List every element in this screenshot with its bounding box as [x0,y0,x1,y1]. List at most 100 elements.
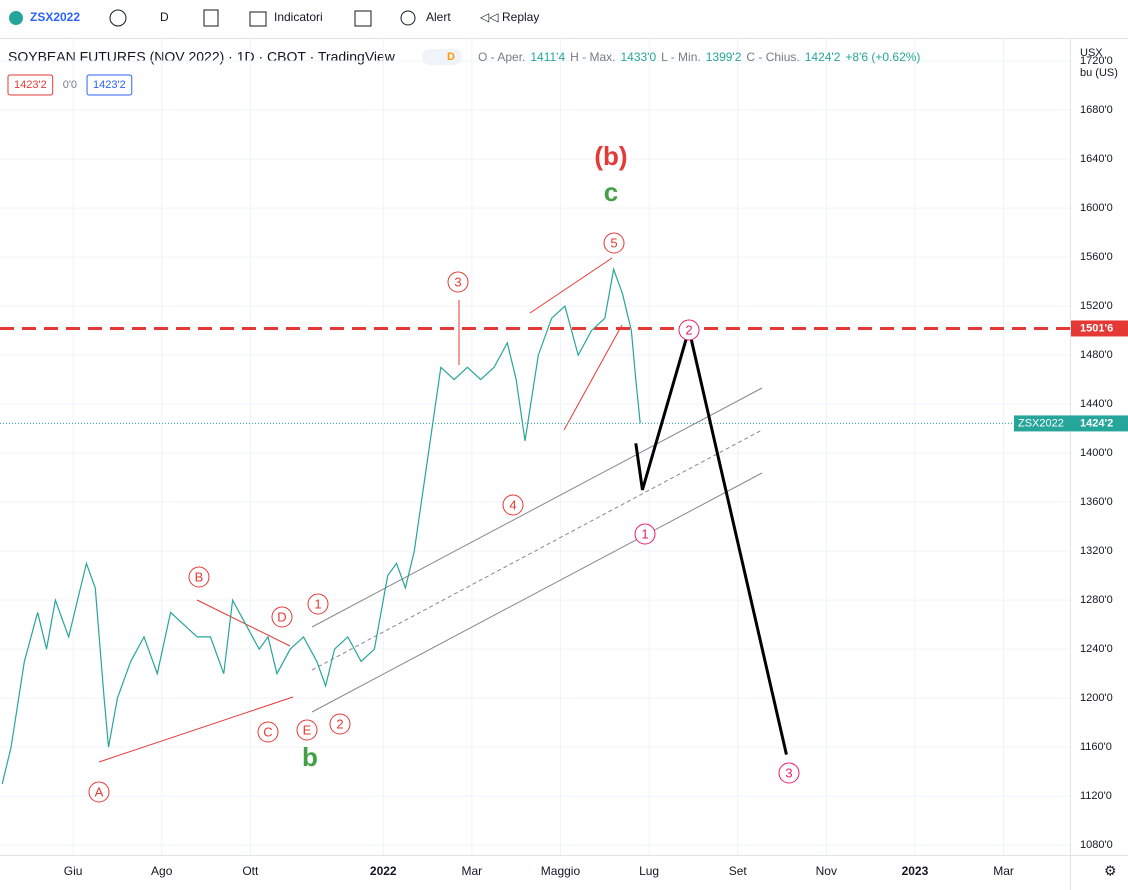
last-price-tag [1014,415,1128,432]
currency[interactable]: USX [1080,47,1103,59]
wave-circle [188,566,210,588]
x-tick-label: 2022 [370,864,397,878]
last-price-name: ZSX2022 [1018,417,1064,429]
y-tick-label: 1360'0 [1080,496,1113,508]
symbol[interactable]: ZSX2022 [30,10,80,24]
x-tick-label: Lug [639,864,659,878]
unit[interactable]: bu (US) [1080,67,1118,79]
x-tick-label: Mar [993,864,1014,878]
ohlc-label: +8'6 (+0.62%) [845,50,920,64]
price-line [1,267,641,785]
x-tick-label: Ott [242,864,259,878]
level-label: 1501'6 [1080,322,1113,334]
y-tick-label: 1680'0 [1080,104,1113,116]
projection-line [634,323,788,755]
y-tick-label: 1520'0 [1080,300,1113,312]
channel-bottom [311,472,763,713]
x-tick-label: Set [729,864,748,878]
add-symbol[interactable] [109,9,127,27]
y-tick-label: 1400'0 [1080,447,1113,459]
wave-label: C [263,724,272,739]
channel-mid [311,429,763,671]
grid [0,39,1070,855]
wedge-bottom [563,324,623,431]
indicators-icon [249,11,267,27]
ohlc-label: 1411'4 [530,50,565,64]
wave-label: 3 [454,274,461,289]
wave-circle [678,319,700,341]
indicators[interactable]: Indicatori [274,10,323,24]
wave-circle [296,719,318,741]
info-box-frame [7,74,54,96]
y-tick-label: 1480'0 [1080,349,1113,361]
wave-circle [603,232,625,254]
wave-circle [88,781,110,803]
wave-label: A [95,784,104,799]
ohlc-label: 1399'2 [706,50,742,64]
wave-circle [447,271,469,293]
layouts[interactable] [354,10,372,27]
level-tag [1071,320,1128,337]
badge-bg [422,49,462,65]
x-tick-label: Maggio [541,864,581,878]
y-tick-label: 1720'0 [1080,55,1113,67]
ohlc-label: 1424'2 [805,50,841,64]
channel-top [311,387,763,628]
replay[interactable]: Replay [502,10,539,24]
wave-circle [257,721,279,743]
settings[interactable]: ⚙ [1104,863,1117,879]
channel [311,387,763,713]
alert-icon [400,10,416,26]
wave-circle [271,606,293,628]
ohlc-label: C - Chius. [746,50,799,64]
y-tick-label: 1640'0 [1080,153,1113,165]
y-tick-label: 1080'0 [1080,839,1113,851]
ohlc-label: O - Aper. [478,50,525,64]
wave-circle [329,713,351,735]
toolbar [0,0,1128,38]
wave-circle [634,523,656,545]
y-tick-label: 1320'0 [1080,545,1113,557]
info-box: 1423'2 [93,79,126,91]
wave-label: (b) [594,141,627,171]
y-tick-label: 1200'0 [1080,692,1113,704]
triangle-low [98,696,294,763]
y-tick-label: 1280'0 [1080,594,1113,606]
y-tick-label: 1600'0 [1080,202,1113,214]
wave-label: 1 [314,596,321,611]
ohlc-label: H - Max. [570,50,615,64]
wave-label: 5 [610,235,617,250]
wave-circle [778,762,800,784]
wave-label: c [604,177,618,207]
y-tick-label: 1160'0 [1080,741,1112,753]
badge: D [447,51,455,63]
alert[interactable]: Alert [426,10,451,24]
y-tick-label: 1560'0 [1080,251,1113,263]
wave-circle [502,494,524,516]
wave-label: 1 [641,526,648,541]
y-tick-label: 1440'0 [1080,398,1113,410]
wave-label: 2 [336,716,343,731]
triangle-high [196,599,291,647]
wave-label: D [277,609,286,624]
x-tick-label: 2023 [902,864,929,878]
wave-label: E [303,722,312,737]
y-tick-label: 1240'0 [1080,643,1113,655]
wave-circle [307,593,329,615]
interval[interactable]: D [160,10,169,24]
wave-label: b [302,742,318,772]
x-tick-label: Giu [64,864,83,878]
info-box: 0'0 [63,79,77,91]
chart-title: SOYBEAN FUTURES (NOV 2022) · 1D · CBOT ·… [8,49,396,65]
ohlc-label: 1433'0 [620,50,656,64]
y-tick-label: 1120'0 [1080,790,1112,802]
symbol-icon [9,11,23,25]
info-box-frame [86,74,133,96]
x-tick-label: Nov [816,864,837,878]
ohlc-label: L - Min. [661,50,701,64]
chart-type[interactable] [203,9,219,27]
wave-label: B [195,569,204,584]
info-box: 1423'2 [14,79,47,91]
wave-label: 4 [509,497,516,512]
